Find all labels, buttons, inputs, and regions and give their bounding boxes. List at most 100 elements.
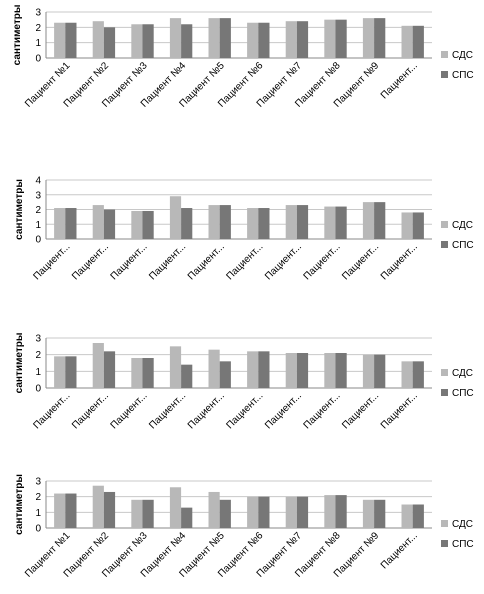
x-tick-label: Пациент... (340, 241, 381, 282)
bar-sds (54, 356, 66, 388)
bar-sps (181, 24, 193, 58)
bar-sps (219, 205, 231, 239)
bar-sds (285, 21, 297, 58)
chart-4: 0 1 2 3 сантиметры Пациент №1 Пациент №2 Пациен… (0, 474, 484, 589)
bar-sps (374, 499, 386, 528)
bar-sps (219, 361, 231, 388)
bar-sds (169, 346, 182, 388)
bar-sps (296, 353, 309, 388)
bar-sds (324, 19, 336, 59)
x-tick-label: Пациент... (186, 241, 227, 282)
y-tick-label: 0 (35, 235, 41, 246)
bar-sps (181, 208, 193, 239)
bar-sds (54, 493, 66, 528)
bar-sps (181, 507, 193, 528)
x-tick-label: Пациент... (340, 390, 381, 431)
bar-sds (92, 485, 104, 528)
bar-sps (412, 361, 424, 388)
legend-label: СПС (452, 539, 474, 550)
bar-sps (65, 22, 77, 58)
legend-label: СДС (452, 368, 473, 379)
bar-sps (219, 499, 231, 528)
bar-sps (65, 356, 77, 388)
y-tick-label: 0 (35, 524, 41, 535)
bar-sds (247, 208, 259, 239)
bar-sds (54, 22, 66, 58)
x-tick-label: Пациент... (109, 241, 150, 282)
bar-sds (285, 205, 297, 239)
y-tick-label: 4 (35, 176, 41, 187)
bar-sps (374, 354, 386, 388)
legend-swatch (441, 241, 448, 248)
bar-sps (142, 24, 154, 58)
x-tick-label: Пациент... (31, 390, 72, 431)
bar-sds (401, 504, 413, 528)
legend-label: СДС (452, 50, 473, 61)
bar-sps (335, 495, 347, 528)
x-tick-label: Пациент... (109, 390, 150, 431)
bar-sps (142, 210, 154, 239)
bar-sds (324, 353, 336, 388)
y-tick-label: 3 (35, 190, 41, 201)
bar-sps (258, 351, 270, 388)
bar-sds (362, 202, 375, 239)
bar-sps (103, 491, 116, 528)
x-tick-label: Пациент... (379, 241, 420, 282)
legend-swatch (441, 520, 448, 527)
x-tick-label: Пациент... (224, 390, 265, 431)
x-tick-label: Пациент... (379, 60, 420, 101)
legend-label: СПС (452, 70, 474, 81)
bar-sps (335, 353, 347, 388)
bar-sds (401, 25, 413, 58)
bar-sds (169, 196, 182, 239)
legend-swatch (441, 389, 448, 396)
bar-sds (362, 354, 375, 388)
legend-swatch (441, 221, 448, 228)
bar-sps (374, 18, 386, 59)
bar-sds (324, 495, 336, 528)
x-tick-label: Пациент... (147, 390, 188, 431)
bar-sds (54, 208, 66, 239)
y-tick-label: 0 (35, 384, 41, 395)
bar-sds (401, 212, 413, 239)
bar-sds (362, 499, 375, 528)
bar-sds (169, 487, 182, 528)
y-tick-label: 2 (35, 492, 41, 503)
y-tick-label: 1 (35, 38, 41, 49)
bar-sds (92, 343, 104, 388)
bar-sps (258, 22, 270, 58)
x-tick-label: Пациент... (147, 241, 188, 282)
y-axis-title: сантиметры (14, 474, 25, 535)
bar-sds (324, 206, 336, 239)
x-tick-label: Пациент... (263, 241, 304, 282)
y-axis-title: сантиметры (14, 333, 25, 394)
x-tick-label: Пациент... (70, 241, 111, 282)
legend-swatch (441, 71, 448, 78)
chart-3: 0 1 2 3 сантиметры Пациент... Пациент... Пациен… (0, 326, 484, 476)
y-tick-label: 3 (35, 334, 41, 345)
bar-sps (103, 209, 116, 239)
y-tick-label: 2 (35, 23, 41, 34)
y-tick-label: 2 (35, 205, 41, 216)
bar-sds (208, 205, 220, 239)
bar-sds (285, 496, 297, 528)
bar-sps (181, 364, 193, 388)
y-tick-label: 1 (35, 367, 41, 378)
chart-1: 0 1 2 3 сантиметры Пациент №1 Пациент №2 Пациен… (0, 0, 484, 150)
bar-sds (208, 491, 220, 528)
bar-sps (412, 212, 424, 239)
bar-sps (374, 202, 386, 239)
legend-label: СПС (452, 240, 474, 251)
x-tick-label: Пациент... (302, 241, 343, 282)
bar-sps (296, 21, 309, 58)
bar-sps (296, 496, 309, 528)
bar-sps (65, 493, 77, 528)
bar-sds (285, 353, 297, 388)
y-tick-label: 0 (35, 54, 41, 65)
bar-sps (258, 208, 270, 239)
x-tick-label: Пациент... (263, 390, 304, 431)
bar-sds (247, 22, 259, 58)
bar-sds (131, 24, 143, 58)
bar-sps (335, 206, 347, 239)
